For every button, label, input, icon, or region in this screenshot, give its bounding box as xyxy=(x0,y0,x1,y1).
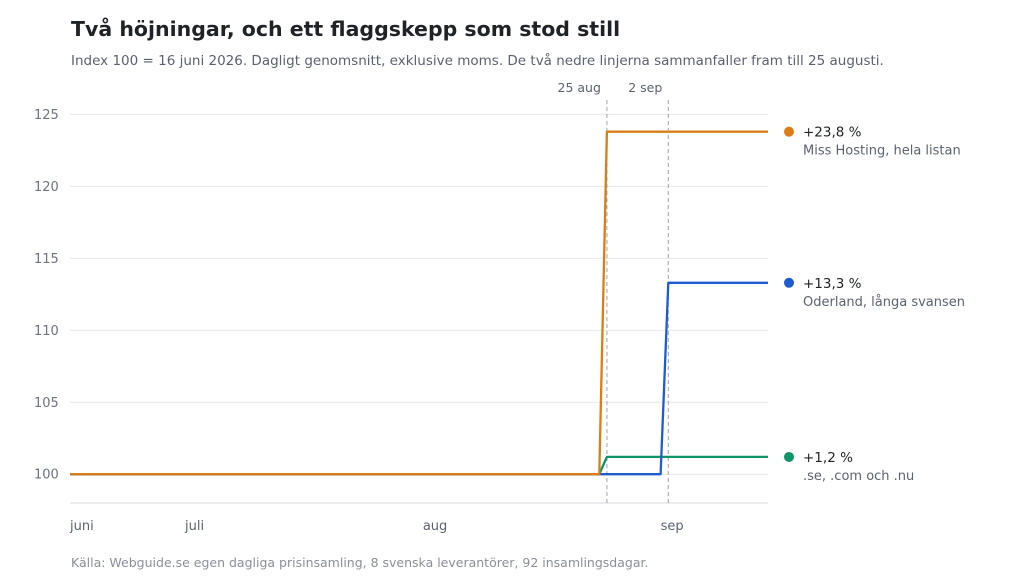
series-end-value: +13,3 % xyxy=(803,276,862,292)
x-tick-label: juni xyxy=(69,519,94,534)
series-name: .se, .com och .nu xyxy=(803,469,914,484)
y-tick-label: 120 xyxy=(34,180,59,195)
chart-source-note: Källa: Webguide.se egen dagliga prisinsa… xyxy=(71,555,649,570)
chart-title: Två höjningar, och ett flaggskepp som st… xyxy=(71,17,621,41)
y-tick-label: 115 xyxy=(34,252,59,267)
legend-dot xyxy=(784,451,794,462)
y-tick-label: 100 xyxy=(34,468,59,483)
series-name: Oderland, långa svansen xyxy=(803,295,965,310)
x-tick-label: aug xyxy=(423,519,447,534)
series-line xyxy=(70,281,768,476)
chart-subtitle: Index 100 = 16 juni 2026. Dagligt genoms… xyxy=(71,53,884,69)
x-tick-label: juli xyxy=(184,519,204,534)
y-tick-label: 125 xyxy=(34,108,59,123)
y-tick-label: 110 xyxy=(34,324,59,339)
x-tick-label: sep xyxy=(661,519,684,534)
event-marker-label: 2 sep xyxy=(628,80,662,95)
series-name: Miss Hosting, hela listan xyxy=(803,144,961,159)
series-line xyxy=(70,455,768,476)
event-marker-label: 25 aug xyxy=(558,80,601,95)
series-end-value: +23,8 % xyxy=(803,125,862,141)
series-line xyxy=(70,130,768,476)
legend-dot xyxy=(784,277,794,288)
y-tick-label: 105 xyxy=(34,396,59,411)
legend-dot xyxy=(784,126,794,137)
series-end-value: +1,2 % xyxy=(803,450,853,466)
